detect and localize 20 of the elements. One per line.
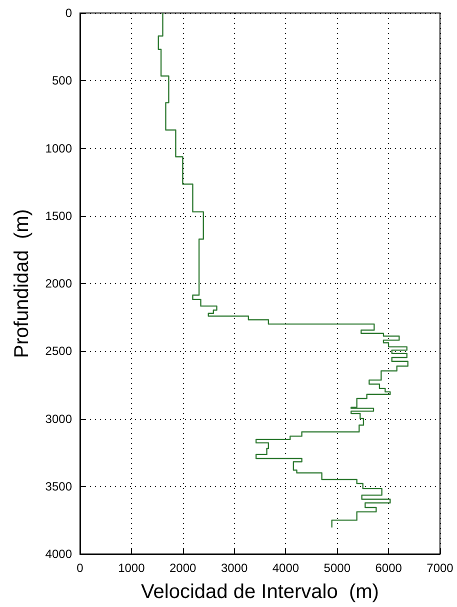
line-series — [158, 12, 408, 528]
y-tick-label: 2000 — [45, 276, 72, 290]
y-tick-label: 1500 — [45, 208, 72, 223]
y-tick-label: 3000 — [45, 412, 72, 426]
x-tick-label: 2000 — [170, 561, 197, 575]
x-tick-label: 6000 — [375, 561, 402, 575]
x-tick-label: 3000 — [220, 561, 248, 575]
y-tick-label: 1000 — [45, 141, 72, 156]
y-axis-title: Profundidad (m) — [11, 209, 33, 358]
x-tick-label: 7000 — [426, 561, 454, 575]
x-tick-label: 1000 — [118, 561, 146, 575]
x-tick-label: 5000 — [324, 561, 351, 575]
y-tick-label: 4000 — [45, 547, 72, 561]
y-tick-label: 0 — [65, 6, 72, 20]
x-axis-title: Velocidad de Intervalo (m) — [141, 581, 379, 603]
y-tick-label: 500 — [52, 74, 72, 88]
y-tick-label: 3500 — [45, 479, 72, 494]
x-tick-label: 4000 — [272, 561, 300, 575]
x-tick-label: 0 — [76, 561, 84, 575]
y-tick-label: 2500 — [45, 344, 72, 358]
